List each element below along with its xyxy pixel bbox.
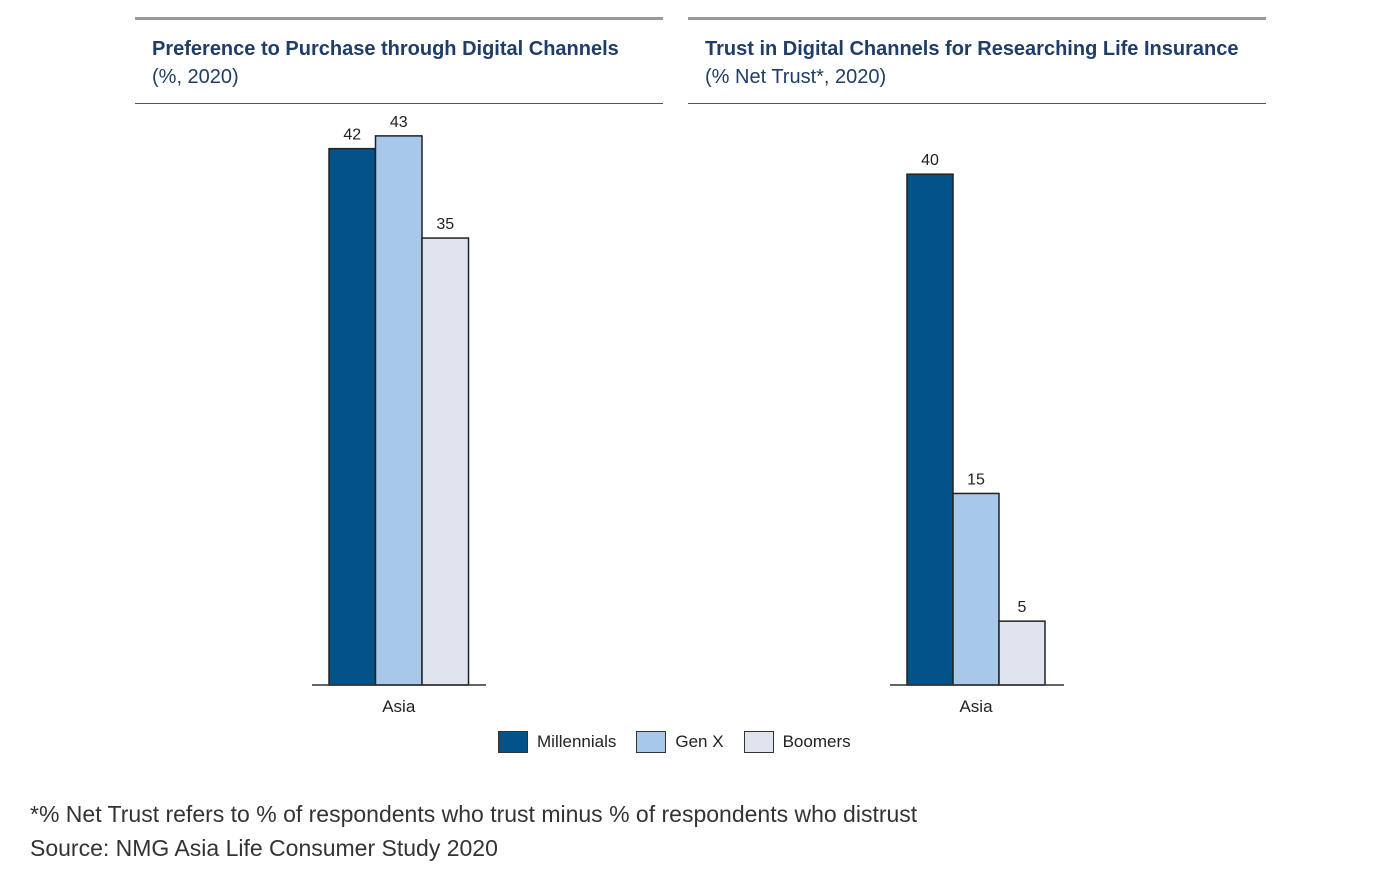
left-data-label-boomers: 35 <box>436 216 454 233</box>
left-bar-millennials <box>328 147 377 686</box>
left-data-label-genx: 43 <box>390 114 408 131</box>
legend-item-millennials: Millennials <box>498 731 616 753</box>
legend-swatch-boomers <box>743 731 774 753</box>
left-panel-top-rule <box>135 17 663 20</box>
footnote-source: Source: NMG Asia Life Consumer Study 202… <box>30 835 498 861</box>
right-panel-top-rule <box>688 17 1266 20</box>
right-panel-bottom-rule <box>688 103 1266 104</box>
footnote-definition: *% Net Trust refers to % of respondents … <box>30 801 918 827</box>
left-chart-title: Preference to Purchase through Digital C… <box>152 38 619 60</box>
left-chart-subtitle: (%, 2020) <box>152 66 239 88</box>
right-chart-subtitle: (% Net Trust*, 2020) <box>705 66 887 88</box>
left-panel-bottom-rule <box>135 103 663 104</box>
legend-swatch-genx <box>636 731 667 753</box>
right-bar-genx <box>952 492 1000 686</box>
legend: Millennials Gen X Boomers <box>498 731 871 753</box>
left-chart-plot: 42 43 35 Asia <box>312 114 486 716</box>
right-chart-plot: 40 15 5 Asia <box>890 152 1064 716</box>
right-data-label-boomers: 5 <box>1018 599 1027 616</box>
left-data-label-millennials: 42 <box>343 127 361 144</box>
legend-label-genx: Gen X <box>675 732 724 751</box>
right-data-label-millennials: 40 <box>921 152 939 169</box>
legend-swatch-millennials <box>498 731 528 753</box>
legend-label-boomers: Boomers <box>782 732 851 751</box>
right-data-label-genx: 15 <box>967 471 985 488</box>
left-bar-genx <box>374 135 423 686</box>
left-bar-boomers <box>421 237 470 686</box>
right-bar-millennials <box>906 173 954 686</box>
legend-item-genx: Gen X <box>636 731 724 753</box>
left-category-label: Asia <box>382 697 416 716</box>
legend-item-boomers: Boomers <box>743 731 851 753</box>
right-category-label: Asia <box>959 697 993 716</box>
right-bar-boomers <box>998 620 1046 686</box>
right-chart-title: Trust in Digital Channels for Researchin… <box>705 38 1239 60</box>
legend-label-millennials: Millennials <box>537 732 617 751</box>
